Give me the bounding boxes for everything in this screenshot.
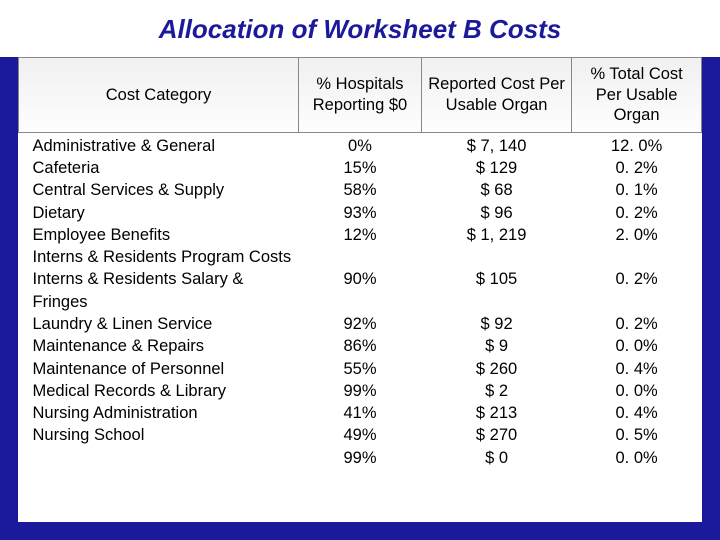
category-value: Nursing Administration — [33, 402, 295, 424]
cost-value: $ 0 — [425, 447, 567, 469]
table-container: Cost Category % Hospitals Reporting $0 R… — [18, 57, 702, 522]
pct-zero-cell: 0%15%58%93%12% 90% 92%86%55%99%41%49%99% — [299, 132, 422, 474]
pct-zero-value: 0% — [303, 135, 418, 157]
col-header-category: Cost Category — [19, 58, 299, 133]
cost-value: $ 1, 219 — [425, 224, 567, 246]
cost-value: $ 105 — [425, 268, 567, 290]
pct-zero-value: 58% — [303, 179, 418, 201]
spacer — [425, 291, 567, 313]
category-value: Interns & Residents Program Costs — [33, 246, 295, 268]
pct-zero-value: 12% — [303, 224, 418, 246]
cost-table: Cost Category % Hospitals Reporting $0 R… — [18, 57, 702, 475]
cost-value: $ 213 — [425, 402, 567, 424]
pct-zero-value: 92% — [303, 313, 418, 335]
category-value: Employee Benefits — [33, 224, 295, 246]
pct-total-value: 0. 2% — [576, 313, 698, 335]
category-value: Maintenance of Personnel — [33, 358, 295, 380]
cost-value: $ 68 — [425, 179, 567, 201]
col-header-cost: Reported Cost Per Usable Organ — [421, 58, 571, 133]
cost-value: $ 96 — [425, 202, 567, 224]
pct-total-value: 0. 4% — [576, 402, 698, 424]
pct-total-value: 0. 5% — [576, 424, 698, 446]
cost-value: $ 260 — [425, 358, 567, 380]
category-value: Maintenance & Repairs — [33, 335, 295, 357]
category-value: Administrative & General — [33, 135, 295, 157]
cost-value: $ 129 — [425, 157, 567, 179]
cost-cell: $ 7, 140$ 129$ 68$ 96$ 1, 219 $ 105 $ 92… — [421, 132, 571, 474]
pct-zero-value: 99% — [303, 447, 418, 469]
spacer — [576, 291, 698, 313]
pct-zero-value: 15% — [303, 157, 418, 179]
pct-total-value: 0. 2% — [576, 268, 698, 290]
pct-total-cell: 12. 0%0. 2%0. 1%0. 2%2. 0% 0. 2% 0. 2%0.… — [572, 132, 702, 474]
pct-zero-value: 55% — [303, 358, 418, 380]
pct-zero-value: 41% — [303, 402, 418, 424]
category-value: Medical Records & Library — [33, 380, 295, 402]
category-value: Dietary — [33, 202, 295, 224]
spacer — [303, 291, 418, 313]
pct-total-value: 0. 4% — [576, 358, 698, 380]
cost-value: $ 9 — [425, 335, 567, 357]
pct-total-value: 0. 0% — [576, 335, 698, 357]
pct-total-value: 0. 0% — [576, 447, 698, 469]
category-value: Central Services & Supply — [33, 179, 295, 201]
spacer — [576, 246, 698, 268]
pct-total-value: 2. 0% — [576, 224, 698, 246]
pct-zero-value: 93% — [303, 202, 418, 224]
col-header-pct-zero: % Hospitals Reporting $0 — [299, 58, 422, 133]
category-value: Cafeteria — [33, 157, 295, 179]
pct-zero-value: 49% — [303, 424, 418, 446]
cost-value: $ 7, 140 — [425, 135, 567, 157]
category-value: Laundry & Linen Service — [33, 313, 295, 335]
cost-value: $ 92 — [425, 313, 567, 335]
cost-value: $ 2 — [425, 380, 567, 402]
pct-zero-value: 86% — [303, 335, 418, 357]
pct-total-value: 12. 0% — [576, 135, 698, 157]
table-header-row: Cost Category % Hospitals Reporting $0 R… — [19, 58, 702, 133]
slide: Allocation of Worksheet B Costs Cost Cat… — [0, 0, 720, 540]
table-body-row: Administrative & GeneralCafeteriaCentral… — [19, 132, 702, 474]
slide-title: Allocation of Worksheet B Costs — [0, 0, 720, 57]
category-cell: Administrative & GeneralCafeteriaCentral… — [19, 132, 299, 474]
category-value: Nursing School — [33, 424, 295, 446]
cost-value: $ 270 — [425, 424, 567, 446]
pct-total-value: 0. 1% — [576, 179, 698, 201]
category-value: Interns & Residents Salary & Fringes — [33, 268, 295, 313]
pct-zero-value: 99% — [303, 380, 418, 402]
col-header-pct-total: % Total Cost Per Usable Organ — [572, 58, 702, 133]
pct-total-value: 0. 2% — [576, 202, 698, 224]
pct-zero-value: 90% — [303, 268, 418, 290]
spacer — [425, 246, 567, 268]
spacer — [303, 246, 418, 268]
pct-total-value: 0. 2% — [576, 157, 698, 179]
pct-total-value: 0. 0% — [576, 380, 698, 402]
